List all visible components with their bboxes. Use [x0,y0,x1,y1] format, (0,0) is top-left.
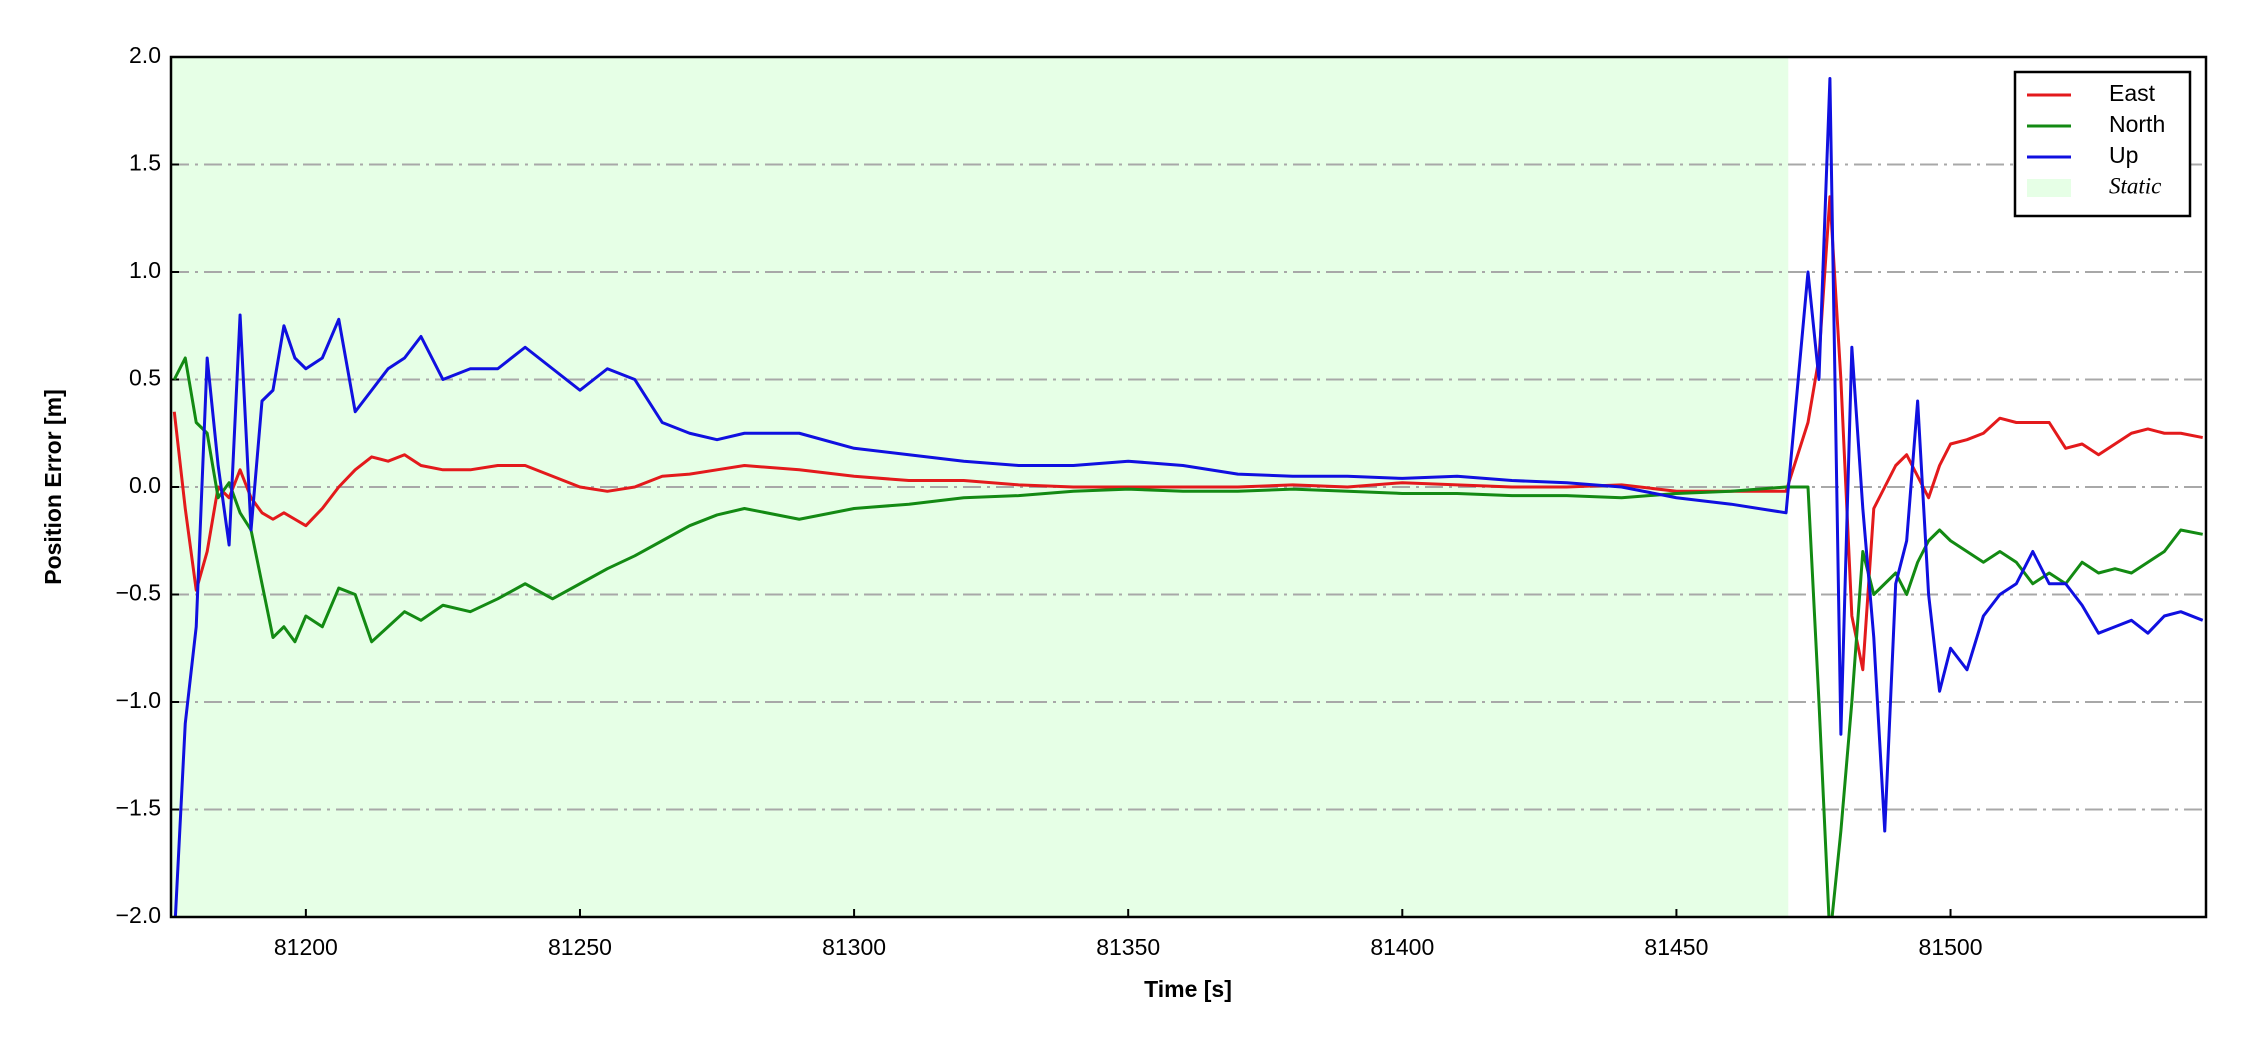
x-axis-label: Time [s] [1144,976,1232,1002]
data-line [172,356,2203,917]
y-tick-label: −1.0 [116,687,161,713]
x-tick-label: 81400 [1370,934,1434,960]
y-axis-label: Position Error [m] [40,389,66,585]
y-tick-label: 1.5 [129,150,161,176]
y-tick-label: −0.5 [116,580,161,606]
y-tick-label: −2.0 [116,902,161,928]
x-tick-label: 81500 [1919,934,1983,960]
series-lines [172,77,2204,917]
data-line [172,195,2203,672]
y-tick-label: −1.5 [116,795,161,821]
x-tick-label: 81350 [1096,934,1160,960]
legend-label: Up [2109,142,2138,168]
y-tick-label: 0.5 [129,365,161,391]
x-tick-label: 81450 [1644,934,1708,960]
x-tick-label: 81250 [548,934,612,960]
data-line [173,77,2204,917]
x-tick-label: 81200 [274,934,338,960]
legend-label: East [2109,80,2156,106]
x-tick-label: 81300 [822,934,886,960]
plot-frame [169,55,2208,919]
y-tick-label: 0.0 [129,472,161,498]
y-tick-label: 2.0 [129,42,161,68]
legend-swatch [2027,179,2071,197]
y-tick-label: 1.0 [129,257,161,283]
legend-label: North [2109,111,2165,137]
legend-label: Static [2109,173,2161,198]
